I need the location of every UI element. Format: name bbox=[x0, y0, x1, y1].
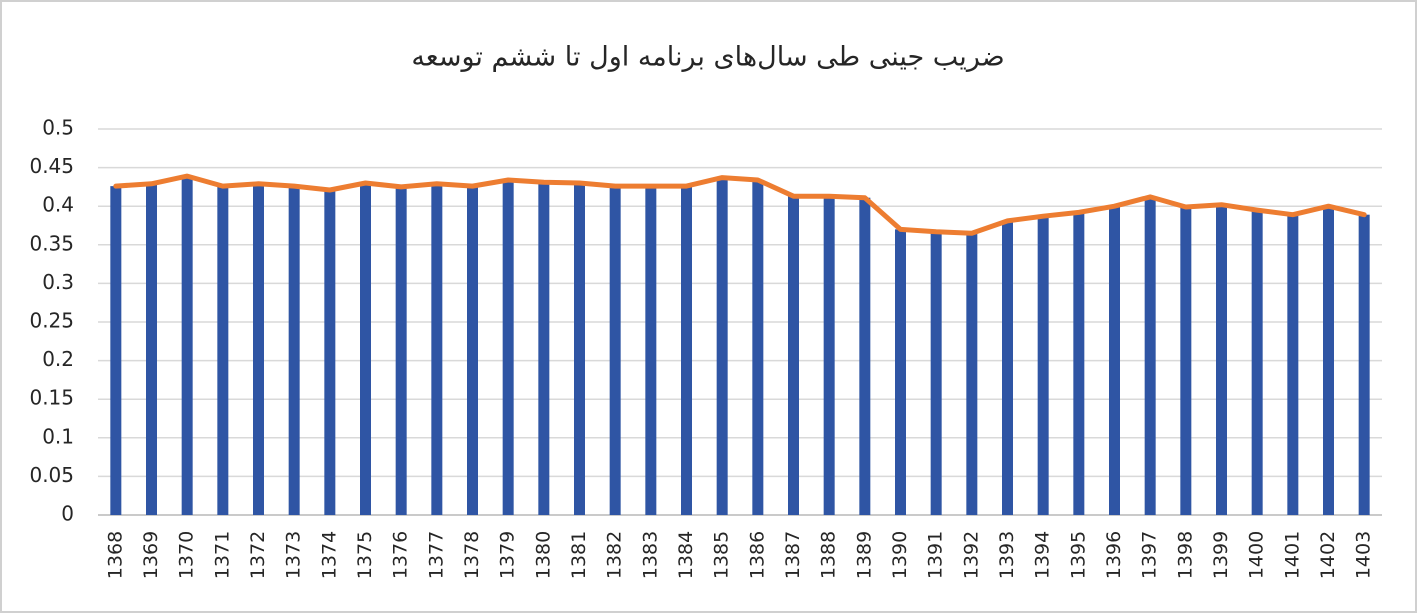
y-tick-label: 0.05 bbox=[29, 463, 74, 487]
bar bbox=[181, 176, 193, 516]
bar bbox=[1002, 220, 1013, 516]
x-tick-label: 1396 bbox=[1103, 531, 1125, 579]
x-tick-label: 1370 bbox=[176, 531, 198, 579]
trend-line bbox=[113, 173, 1367, 236]
bar bbox=[467, 186, 478, 516]
bar bbox=[360, 183, 371, 516]
bar bbox=[645, 186, 657, 516]
bar bbox=[217, 186, 229, 516]
x-tick-label: 1375 bbox=[354, 531, 376, 579]
bar bbox=[681, 186, 692, 516]
x-tick-label: 1399 bbox=[1210, 531, 1232, 579]
x-tick-label: 1386 bbox=[746, 531, 768, 579]
bar bbox=[1109, 206, 1120, 515]
x-tick-label: 1389 bbox=[853, 531, 875, 579]
x-tick-label: 1377 bbox=[425, 531, 447, 579]
x-tick-label: 1391 bbox=[925, 531, 947, 579]
x-tick-label: 1374 bbox=[318, 531, 340, 579]
bar bbox=[1358, 214, 1370, 515]
x-tick-label: 1372 bbox=[247, 531, 269, 579]
y-tick-label: 0.2 bbox=[42, 347, 74, 371]
bar bbox=[1251, 210, 1263, 515]
x-tick-label: 1388 bbox=[818, 531, 840, 579]
bar bbox=[1287, 214, 1299, 515]
bar bbox=[1180, 206, 1192, 516]
y-tick-label: 0.4 bbox=[42, 193, 74, 217]
x-tick-label: 1376 bbox=[390, 531, 412, 579]
y-tick-label: 0.35 bbox=[29, 231, 74, 255]
x-tick-label: 1402 bbox=[1317, 531, 1339, 579]
bar bbox=[1144, 196, 1156, 515]
bar bbox=[1216, 204, 1227, 515]
bar bbox=[859, 197, 871, 515]
chart-title: ضریب جینی طی سال‌های برنامه اول تا ششم ت… bbox=[411, 42, 1004, 73]
y-tick-label: 0.25 bbox=[29, 309, 74, 333]
bar bbox=[324, 189, 336, 515]
x-tick-label: 1380 bbox=[532, 531, 554, 579]
bar bbox=[395, 186, 407, 515]
x-tick-label: 1378 bbox=[461, 531, 483, 579]
x-tick-label: 1373 bbox=[283, 531, 305, 579]
bar bbox=[538, 182, 550, 515]
x-tick-label: 1394 bbox=[1032, 531, 1054, 579]
bar bbox=[1323, 206, 1334, 515]
x-tick-label: 1390 bbox=[889, 531, 911, 579]
y-tick-label: 0.5 bbox=[42, 116, 74, 140]
x-tick-label: 1385 bbox=[711, 531, 733, 579]
x-tick-label: 1383 bbox=[639, 531, 661, 579]
x-tick-label: 1392 bbox=[960, 531, 982, 579]
x-tick-label: 1382 bbox=[604, 531, 626, 579]
bar bbox=[253, 183, 264, 515]
bar bbox=[110, 186, 122, 516]
bar bbox=[574, 183, 585, 516]
x-tick-label: 1371 bbox=[211, 531, 233, 579]
bar bbox=[716, 177, 728, 516]
bar bbox=[431, 183, 443, 515]
x-tick-label: 1369 bbox=[140, 531, 162, 579]
y-tick-label: 0.3 bbox=[42, 270, 74, 294]
y-tick-label: 0.45 bbox=[29, 154, 74, 178]
x-tick-label: 1395 bbox=[1067, 531, 1089, 579]
y-tick-label: 0 bbox=[61, 502, 74, 526]
x-tick-label: 1403 bbox=[1353, 531, 1375, 579]
bar bbox=[1073, 212, 1085, 515]
bar bbox=[966, 233, 978, 515]
x-tick-label: 1398 bbox=[1174, 531, 1196, 579]
bar bbox=[788, 196, 799, 515]
bar bbox=[288, 186, 300, 516]
bar bbox=[146, 183, 157, 515]
x-tick-label: 1400 bbox=[1246, 531, 1268, 579]
bar bbox=[930, 231, 942, 515]
x-tick-label: 1401 bbox=[1281, 531, 1303, 579]
bar bbox=[1037, 216, 1049, 515]
bar bbox=[823, 196, 835, 515]
x-tick-label: 1387 bbox=[782, 531, 804, 579]
bar bbox=[752, 179, 764, 515]
bar bbox=[502, 179, 514, 515]
x-tick-label: 1368 bbox=[104, 531, 126, 579]
x-tick-label: 1379 bbox=[497, 531, 519, 579]
y-tick-label: 0.1 bbox=[42, 424, 74, 448]
x-tick-label: 1393 bbox=[996, 531, 1018, 579]
x-tick-label: 1384 bbox=[675, 531, 697, 579]
y-tick-label: 0.15 bbox=[29, 386, 74, 410]
x-tick-label: 1397 bbox=[1139, 531, 1161, 579]
x-tick-label: 1381 bbox=[568, 531, 590, 579]
bar bbox=[895, 229, 906, 516]
bar bbox=[609, 186, 621, 516]
